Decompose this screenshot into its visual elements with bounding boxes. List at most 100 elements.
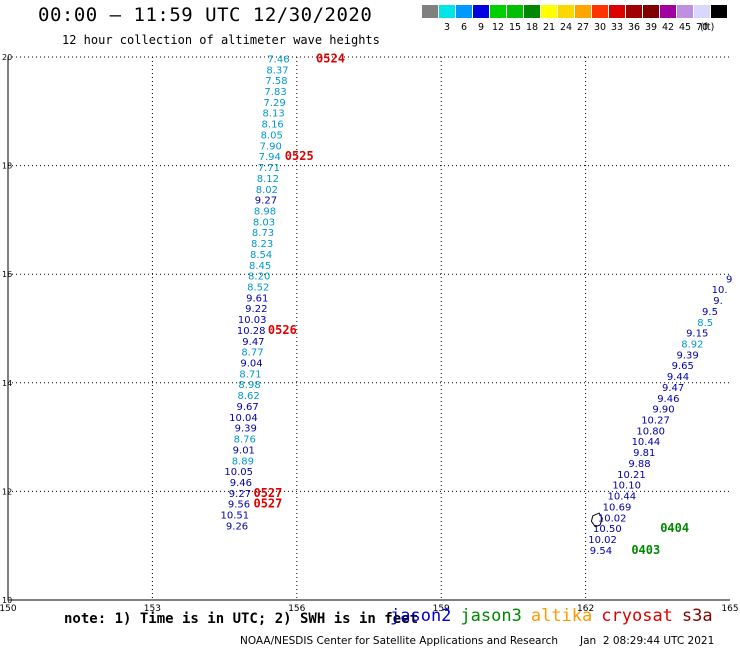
legend-swatch xyxy=(524,5,540,18)
swh-value-left-track: 8.52 xyxy=(247,282,269,293)
pass-time-label: 0526 xyxy=(268,323,297,337)
swh-value-right-track: 9.5 xyxy=(702,307,718,318)
legend-swatch xyxy=(609,5,625,18)
legend-swatch xyxy=(660,5,676,18)
swh-value-left-track: 8.13 xyxy=(263,109,285,120)
swh-value-right-track: 8.92 xyxy=(681,340,703,351)
satellite-s3a: s3a xyxy=(681,606,713,626)
x-tick-label: 165 xyxy=(721,604,738,614)
swh-value-left-track: 9.67 xyxy=(237,402,259,413)
swh-value-right-track: 9.81 xyxy=(633,448,655,459)
swh-value-right-track: 10.02 xyxy=(588,535,617,546)
footer-note: note: 1) Time is in UTC; 2) SWH is in fe… xyxy=(64,611,419,627)
legend-label: 36 xyxy=(627,22,641,33)
swh-value-left-track: 9.46 xyxy=(230,478,252,489)
legend-label: 45 xyxy=(678,22,692,33)
swh-value-left-track: 8.37 xyxy=(266,65,288,76)
swh-value-right-track: 10.21 xyxy=(617,470,646,481)
swh-value-left-track: 8.73 xyxy=(252,228,274,239)
swh-value-left-track: 9.27 xyxy=(255,196,277,207)
swh-value-right-track: 10.80 xyxy=(636,426,665,437)
generated-timestamp: Jan 2 08:29:44 UTC 2021 xyxy=(580,635,715,647)
legend-swatch xyxy=(575,5,591,18)
legend-label: 21 xyxy=(542,22,556,33)
swh-value-left-track: 8.12 xyxy=(257,174,279,185)
legend-swatch xyxy=(592,5,608,18)
swh-value-right-track: 9.47 xyxy=(662,383,684,394)
swh-value-right-track: 9.54 xyxy=(590,546,612,557)
swh-value-right-track: 10. xyxy=(712,285,728,296)
satellite-jason2: jason2 xyxy=(390,606,452,626)
swh-value-left-track: 7.90 xyxy=(260,141,282,152)
satellite-altika: altika xyxy=(530,606,593,626)
swh-value-left-track: 9.01 xyxy=(233,445,255,456)
swh-value-right-track: 9.46 xyxy=(657,394,679,405)
swh-value-left-track: 9.04 xyxy=(240,359,262,370)
swh-value-left-track: 8.03 xyxy=(253,217,275,228)
page-title: 00:00 – 11:59 UTC 12/30/2020 xyxy=(38,4,373,26)
legend-label: 39 xyxy=(644,22,658,33)
swh-value-left-track: 10.28 xyxy=(237,326,266,337)
satellite-cryosat: cryosat xyxy=(601,606,673,626)
legend-swatch xyxy=(507,5,523,18)
swh-value-left-track: 8.23 xyxy=(251,239,273,250)
swh-value-left-track: 9.61 xyxy=(246,293,268,304)
swh-value-left-track: 7.29 xyxy=(263,98,285,109)
legend-unit: (ft) xyxy=(700,22,715,33)
swh-value-right-track: 9.39 xyxy=(676,350,698,361)
legend-swatch xyxy=(677,5,693,18)
swh-value-left-track: 8.20 xyxy=(248,272,270,283)
swh-value-left-track: 8.16 xyxy=(262,120,284,131)
y-tick-label: 10 xyxy=(2,596,12,605)
swh-value-right-track: 9.90 xyxy=(652,405,674,416)
swh-value-right-track: 9.88 xyxy=(628,459,650,470)
pass-time-label: 0404 xyxy=(660,521,689,535)
swh-value-right-track: 9.44 xyxy=(667,372,689,383)
legend-swatch xyxy=(626,5,642,18)
y-tick-label: 20 xyxy=(2,53,12,62)
swh-value-left-track: 8.05 xyxy=(261,130,283,141)
y-tick-label: 16 xyxy=(2,270,12,279)
swh-value-left-track: 9.27 xyxy=(229,489,251,500)
swh-value-left-track: 8.98 xyxy=(238,380,260,391)
legend-swatch xyxy=(694,5,710,18)
credit-line: NOAA/NESDIS Center for Satellite Applica… xyxy=(240,635,558,647)
pass-time-label: 0527 xyxy=(253,486,282,500)
swh-value-right-track: 10.02 xyxy=(598,513,627,524)
legend-label: 15 xyxy=(508,22,522,33)
satellite-legend: jason2 jason3 altika cryosat s3a xyxy=(390,606,722,626)
swh-value-left-track: 7.94 xyxy=(259,152,281,163)
swh-value-left-track: 9.56 xyxy=(228,500,250,511)
swh-value-left-track: 8.89 xyxy=(232,456,254,467)
pass-time-label: 0403 xyxy=(631,543,660,557)
legend-swatch xyxy=(711,5,727,18)
swh-value-right-track: 10.69 xyxy=(603,502,632,513)
swh-value-left-track: 8.62 xyxy=(237,391,259,402)
swh-value-left-track: 8.98 xyxy=(254,206,276,217)
swh-value-right-track: 10.10 xyxy=(612,481,641,492)
swh-value-left-track: 8.77 xyxy=(241,348,263,359)
swh-value-left-track: 10.51 xyxy=(221,511,250,522)
pass-time-label: 0525 xyxy=(285,149,314,163)
pass-time-label: 0524 xyxy=(316,51,345,65)
swh-value-right-track: 9. xyxy=(713,296,723,307)
swh-value-right-track: 10.27 xyxy=(641,416,670,427)
swh-value-left-track: 9.22 xyxy=(245,304,267,315)
swh-value-left-track: 10.05 xyxy=(224,467,253,478)
legend-swatch xyxy=(439,5,455,18)
island-outline xyxy=(590,512,603,528)
swh-value-right-track: 10.44 xyxy=(632,437,661,448)
x-tick-label: 156 xyxy=(288,604,305,614)
legend-label: 42 xyxy=(661,22,675,33)
legend-swatch xyxy=(456,5,472,18)
swh-value-left-track: 7.83 xyxy=(264,87,286,98)
swh-value-left-track: 7.71 xyxy=(258,163,280,174)
legend-label: 30 xyxy=(593,22,607,33)
y-tick-label: 14 xyxy=(2,379,12,388)
swh-value-right-track: 9.65 xyxy=(672,361,694,372)
swh-value-left-track: 7.58 xyxy=(265,76,287,87)
legend-swatch xyxy=(541,5,557,18)
swh-value-left-track: 9.47 xyxy=(242,337,264,348)
legend-label: 70 xyxy=(695,22,709,33)
legend-label: 3 xyxy=(443,22,451,33)
